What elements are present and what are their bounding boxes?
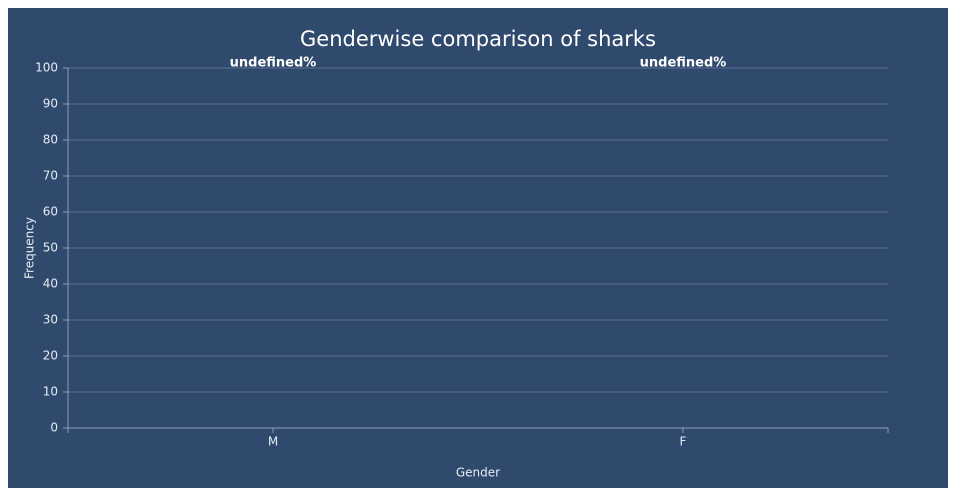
y-tick-label: 40: [43, 277, 58, 291]
y-tick-label: 20: [43, 349, 58, 363]
x-axis-label: Gender: [456, 466, 500, 480]
y-tick-label: 80: [43, 133, 58, 147]
y-tick-label: 60: [43, 205, 58, 219]
value-label: undefined%: [640, 56, 727, 71]
chart-title: Genderwise comparison of sharks: [300, 27, 656, 51]
value-label: undefined%: [230, 56, 317, 71]
y-tick-label: 0: [50, 421, 58, 435]
x-tick-label: F: [680, 435, 687, 449]
x-tick-label: M: [268, 435, 278, 449]
y-tick-label: 90: [43, 97, 58, 111]
y-axis-label: Frequency: [23, 217, 37, 279]
y-tick-label: 100: [35, 61, 58, 75]
y-tick-label: 50: [43, 241, 58, 255]
y-tick-label: 70: [43, 169, 58, 183]
y-tick-label: 30: [43, 313, 58, 327]
y-tick-label: 10: [43, 385, 58, 399]
